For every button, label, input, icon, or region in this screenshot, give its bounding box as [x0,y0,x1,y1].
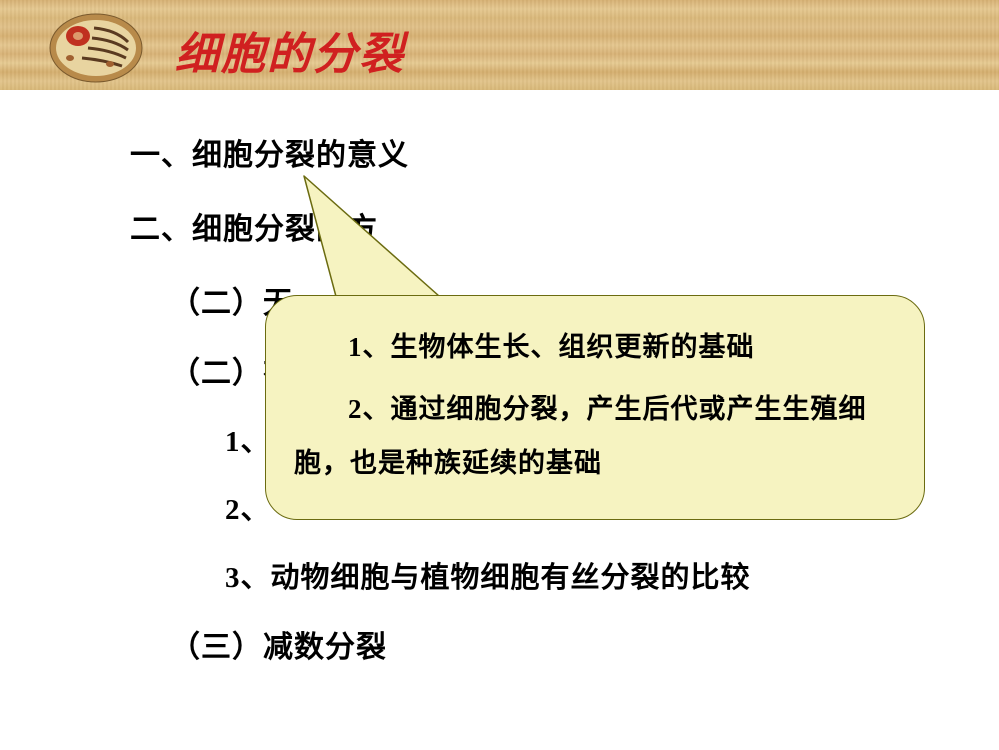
callout-line-1: 1、生物体生长、组织更新的基础 [294,320,904,374]
callout-box: 1、生物体生长、组织更新的基础 2、通过细胞分裂，产生后代或产生生殖细胞，也是种… [265,295,925,520]
section-2c: （三）减数分裂 [170,622,999,666]
callout-line-2: 2、通过细胞分裂，产生后代或产生生殖细胞，也是种族延续的基础 [294,382,904,490]
section-1: 一、细胞分裂的意义 [130,130,999,174]
section-2b3: 3、动物细胞与植物细胞有丝分裂的比较 [225,554,999,596]
header-band: 细胞的分裂 [0,0,999,90]
section-2: 二、细胞分裂的方 [130,204,999,248]
slide-title: 细胞的分裂 [175,18,405,82]
cell-icon [46,8,146,84]
